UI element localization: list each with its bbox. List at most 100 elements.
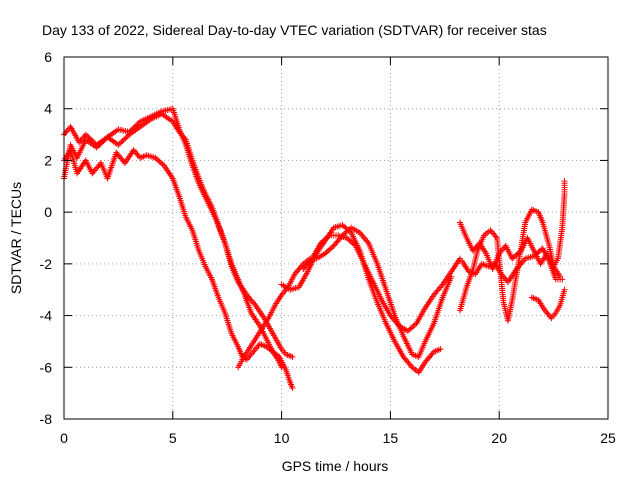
series-trace-9	[457, 178, 568, 324]
data-point	[90, 139, 97, 146]
series-trace-10	[528, 286, 568, 322]
data-point	[155, 157, 162, 164]
data-point	[491, 231, 498, 238]
x-tick-label: 25	[600, 430, 616, 446]
data-point	[317, 240, 324, 247]
data-point	[340, 223, 347, 230]
data-point	[126, 128, 133, 135]
data-point	[129, 126, 135, 133]
data-point	[407, 362, 414, 369]
plot-frame	[63, 56, 609, 420]
data-point	[406, 326, 413, 333]
data-point	[346, 237, 353, 244]
series-trace-3	[61, 147, 296, 391]
x-axis-label: GPS time / hours	[282, 458, 389, 474]
data-point	[322, 236, 329, 243]
data-point	[345, 236, 352, 243]
data-point	[153, 156, 160, 163]
y-tick-label: 6	[44, 49, 52, 65]
data-point	[152, 154, 159, 161]
data-point	[438, 283, 445, 290]
data-point	[123, 134, 130, 141]
data-point	[345, 227, 352, 234]
data-point	[535, 249, 542, 256]
data-point	[116, 140, 123, 147]
data-point	[346, 228, 353, 235]
y-tick-label: -8	[40, 411, 53, 427]
data-point	[89, 138, 96, 145]
data-point	[394, 321, 401, 328]
data-point	[133, 150, 140, 157]
x-tick-label: 10	[274, 430, 290, 446]
data-point	[510, 254, 517, 261]
data-point	[135, 119, 142, 126]
data-point	[134, 121, 141, 128]
data-point	[536, 247, 543, 254]
data-point	[329, 244, 336, 251]
y-tick-label: -4	[40, 308, 53, 324]
data-point	[156, 158, 163, 165]
data-point	[407, 325, 414, 332]
data-point	[307, 257, 314, 264]
data-point	[561, 286, 568, 293]
data-point	[127, 127, 134, 134]
data-point	[319, 238, 326, 245]
data-point	[364, 238, 371, 245]
data-point	[492, 233, 499, 240]
data-point	[289, 384, 296, 391]
data-point	[122, 135, 129, 142]
data-point	[412, 321, 419, 328]
data-point	[410, 322, 417, 329]
x-tick-labels: 0 5 10 15 20 25	[60, 430, 616, 446]
data-point	[339, 222, 346, 229]
y-tick-label: 0	[44, 204, 52, 220]
data-point	[88, 136, 95, 143]
data-point	[326, 246, 333, 253]
data-point	[84, 132, 91, 139]
data-point	[545, 312, 552, 319]
data-point	[86, 135, 93, 142]
data-point	[559, 276, 566, 283]
data-point	[531, 253, 538, 260]
data-point	[500, 274, 507, 281]
data-point	[252, 345, 259, 352]
data-point	[509, 255, 516, 262]
data-marks	[61, 105, 568, 391]
chart-title: Day 133 of 2022, Sidereal Day-to-day VTE…	[42, 22, 547, 38]
data-point	[120, 136, 127, 143]
data-point	[544, 310, 551, 317]
data-point	[289, 353, 296, 360]
data-point	[500, 245, 507, 252]
data-point	[119, 138, 126, 145]
series-trace-2	[61, 105, 296, 360]
y-tick-label: 4	[44, 101, 52, 117]
data-point	[351, 241, 358, 248]
data-point	[327, 245, 334, 252]
y-tick-label: 2	[44, 152, 52, 168]
x-tick-label: 15	[383, 430, 399, 446]
data-point	[281, 288, 288, 295]
data-point	[437, 346, 444, 353]
y-tick-labels: -8 -6 -4 -2 0 2 4 6	[40, 49, 53, 427]
data-point	[323, 249, 330, 256]
data-point	[532, 251, 539, 258]
data-point	[488, 228, 495, 235]
data-point	[85, 134, 92, 141]
y-axis-label: SDTVAR / TECUs	[8, 182, 24, 294]
data-point	[349, 240, 356, 247]
data-point	[404, 328, 411, 335]
data-point	[62, 130, 69, 137]
data-point	[533, 250, 540, 257]
data-point	[561, 178, 568, 185]
data-point	[158, 160, 165, 167]
series-trace-5	[278, 222, 444, 376]
data-point	[133, 122, 140, 129]
data-point	[348, 238, 355, 245]
data-point	[325, 247, 332, 254]
y-tick-label: -6	[40, 359, 53, 375]
data-point	[251, 300, 258, 307]
data-point	[409, 324, 416, 331]
data-point	[115, 141, 122, 148]
data-point	[343, 235, 350, 241]
